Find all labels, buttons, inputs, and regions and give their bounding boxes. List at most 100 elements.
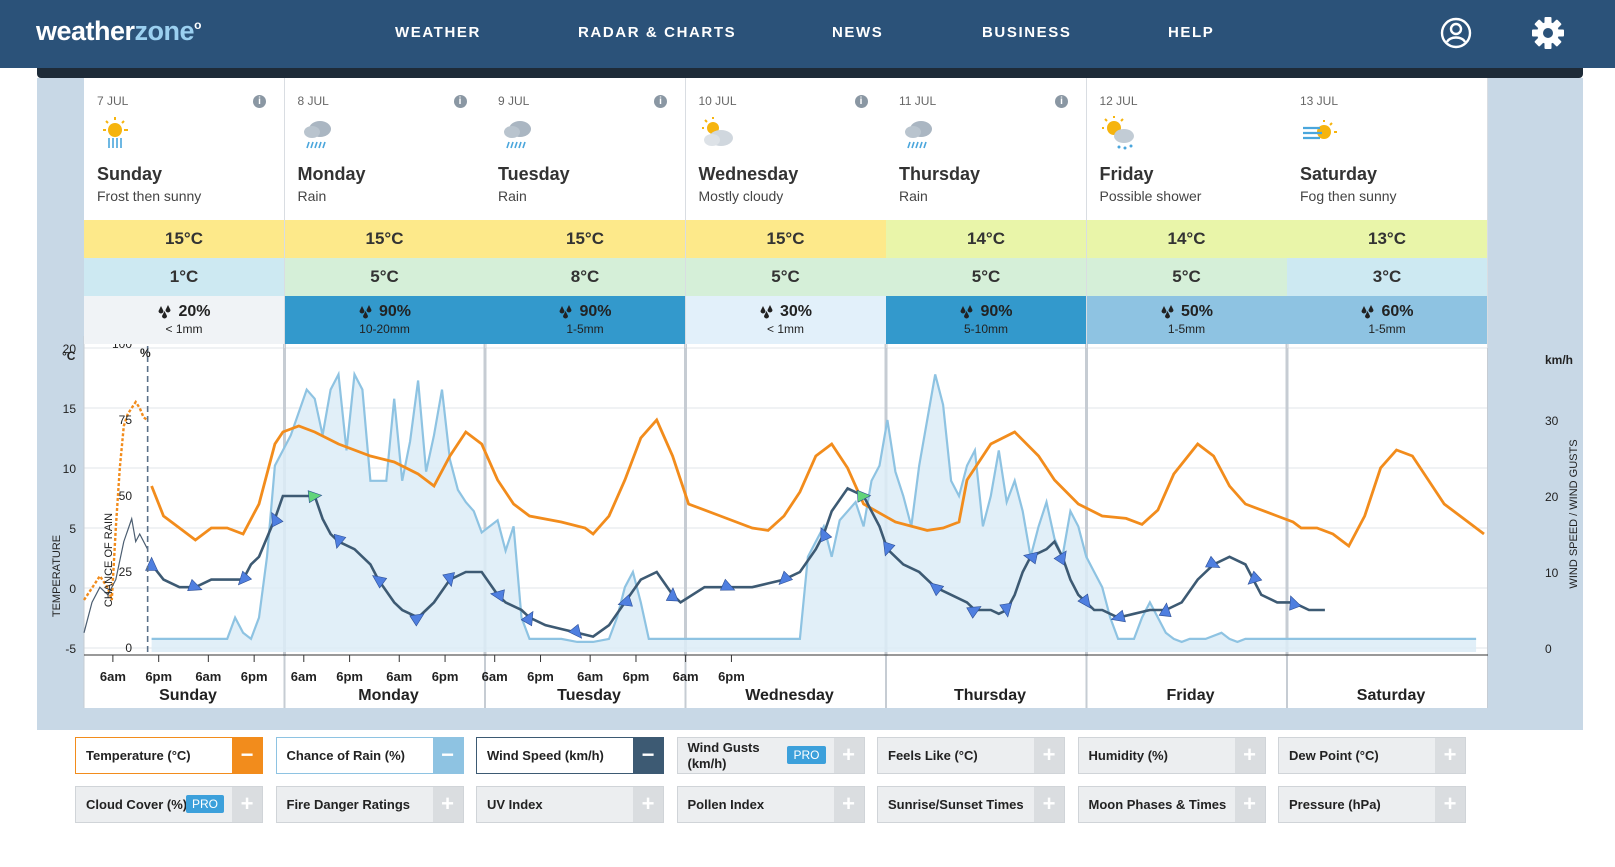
raindrop-icon [158, 305, 171, 319]
raindrop-icon [559, 305, 572, 319]
graph-option-cloud-cover[interactable]: Cloud Cover (%) PRO + [75, 786, 263, 823]
info-icon[interactable]: i [854, 95, 868, 108]
temperature-tick-label: 15 [63, 402, 77, 416]
graph-option-label: Wind Speed (km/h) [487, 747, 604, 763]
temperature-tick-label: 20 [63, 342, 77, 356]
wind-direction-icon [1023, 551, 1039, 565]
day-description: Frost then sunny [97, 188, 202, 204]
day-name: Monday [297, 164, 366, 184]
day-column-tuesday[interactable]: 9 JUL i Tuesday Rain 15°C 8°C 90% 1-5mm [485, 78, 686, 348]
rain-icon [905, 121, 932, 149]
temperature-unit: °C [62, 349, 76, 363]
wind-axis-title: WIND SPEED / WIND GUSTS [1568, 439, 1580, 588]
nav-news[interactable]: NEWS [832, 24, 884, 41]
day-column-sunday[interactable]: 7 JUL i Sunday Frost then sunny 15°C 1°C… [84, 78, 285, 348]
graph-option-label: Pressure (hPa) [1289, 796, 1381, 812]
add-icon[interactable]: + [1034, 738, 1064, 773]
add-icon[interactable]: + [232, 787, 262, 822]
remove-icon[interactable]: − [633, 738, 663, 773]
wind-observed-line [83, 516, 149, 633]
temperature-tick-label: 5 [69, 522, 76, 536]
gear-icon[interactable] [1531, 16, 1565, 50]
rain-icon [303, 121, 331, 149]
add-icon[interactable]: + [833, 787, 864, 822]
graph-option-humidity[interactable]: Humidity (%) + [1077, 737, 1266, 774]
day-description: Rain [498, 188, 527, 204]
day-card: 7 JUL i Sunday Frost then sunny [84, 78, 284, 220]
rain-tick-label: 50 [119, 489, 133, 503]
add-icon[interactable]: + [833, 738, 864, 773]
wind-direction-icon [1053, 550, 1067, 566]
graph-option-moon-phases-times[interactable]: Moon Phases & Times + [1077, 786, 1266, 823]
add-icon[interactable]: + [1034, 787, 1064, 822]
add-icon[interactable]: + [1435, 787, 1465, 822]
wind-tick-label: 20 [1545, 490, 1559, 504]
temperature-tick-label: -5 [65, 642, 76, 656]
nav-help[interactable]: HELP [1168, 24, 1215, 41]
info-icon[interactable]: i [453, 95, 467, 108]
add-icon[interactable]: + [1234, 738, 1265, 773]
rain-chance: 90% 5-10mm [886, 296, 1086, 344]
pro-badge: PRO [787, 746, 826, 764]
info-icon[interactable]: i [253, 95, 266, 108]
wind-direction-icon [929, 582, 945, 597]
graph-option-wind-speed-km-h[interactable]: Wind Speed (km/h) − [476, 737, 664, 774]
wind-direction-icon [1077, 593, 1091, 609]
graph-option-wind-gusts-km-h[interactable]: Wind Gusts (km/h) PRO + [676, 737, 865, 774]
day-axis-label: Friday [1166, 687, 1214, 704]
day-column-thursday[interactable]: 11 JUL i Thursday Rain 14°C 5°C 90% 5-10… [886, 78, 1087, 348]
nav-business[interactable]: BUSINESS [982, 24, 1072, 41]
day-column-monday[interactable]: 8 JUL i Monday Rain 15°C 5°C 90% 10-20mm [284, 78, 486, 348]
day-column-saturday[interactable]: 13 JUL Saturday Fog then sunny 13°C 3°C … [1287, 78, 1488, 348]
raindrop-icon [760, 305, 773, 319]
rain-tick-label: 0 [125, 641, 132, 655]
graph-option-pressure-hpa[interactable]: Pressure (hPa) + [1278, 786, 1466, 823]
weatherzone-logo[interactable]: weatherzoneo [36, 16, 201, 46]
graph-option-pollen-index[interactable]: Pollen Index + [676, 786, 865, 823]
x-tick-label: 6am [386, 669, 412, 684]
graph-option-chance-of-rain[interactable]: Chance of Rain (%) − [275, 737, 464, 774]
rain-unit: % [140, 346, 151, 360]
day-card: 11 JUL i Thursday Rain [886, 78, 1086, 220]
day-axis-label: Tuesday [557, 687, 621, 704]
graph-option-sunrise-sunset-times[interactable]: Sunrise/Sunset Times + [877, 786, 1065, 823]
graph-option-feels-like-c[interactable]: Feels Like (°C) + [877, 737, 1065, 774]
fog-sunny-icon [1303, 120, 1337, 140]
graph-option-label: Chance of Rain (%) [286, 747, 405, 763]
add-icon[interactable]: + [1435, 738, 1465, 773]
account-icon[interactable] [1440, 17, 1472, 49]
wind-direction-icon [237, 570, 253, 586]
graph-option-dew-point-c[interactable]: Dew Point (°C) + [1278, 737, 1466, 774]
wind-direction-icon [409, 613, 425, 627]
graph-option-label: Cloud Cover (%) [86, 796, 188, 812]
graph-option-fire-danger-ratings[interactable]: Fire Danger Ratings + [275, 786, 464, 823]
x-axis-area [84, 656, 1488, 708]
day-card: 13 JUL Saturday Fog then sunny [1287, 78, 1487, 220]
wind-direction-icon [333, 533, 347, 550]
nav-weather[interactable]: WEATHER [395, 24, 481, 41]
add-icon[interactable]: + [633, 787, 663, 822]
graph-option-uv-index[interactable]: UV Index + [476, 786, 664, 823]
add-icon[interactable]: + [1234, 787, 1265, 822]
max-temp: 15°C [284, 220, 485, 258]
x-tick-label: 6pm [432, 669, 459, 684]
rain-axis-title: CHANCE OF RAIN [103, 513, 115, 607]
rain-tick-label: 25 [119, 565, 133, 579]
nav-radar-charts[interactable]: RADAR & CHARTS [578, 24, 737, 41]
wind-direction-icon [372, 575, 388, 589]
x-tick-label: 6am [195, 669, 221, 684]
raindrop-icon [359, 305, 372, 319]
day-column-wednesday[interactable]: 10 JUL i Wednesday Mostly cloudy 15°C 5°… [685, 78, 887, 348]
add-icon[interactable]: + [432, 787, 463, 822]
wind-tick-label: 30 [1545, 414, 1559, 428]
remove-icon[interactable]: − [432, 738, 463, 773]
day-card: 12 JUL Friday Possible shower [1086, 78, 1287, 220]
graph-option-temperature-c[interactable]: Temperature (°C) − [75, 737, 263, 774]
wind-tick-label: 0 [1545, 642, 1552, 656]
remove-icon[interactable]: − [232, 738, 262, 773]
top-header: weatherzoneo WEATHER RADAR & CHARTS NEWS… [0, 0, 1615, 68]
day-column-friday[interactable]: 12 JUL Friday Possible shower 14°C 5°C 5… [1086, 78, 1288, 348]
info-icon[interactable]: i [654, 95, 667, 108]
info-icon[interactable]: i [1055, 95, 1068, 108]
